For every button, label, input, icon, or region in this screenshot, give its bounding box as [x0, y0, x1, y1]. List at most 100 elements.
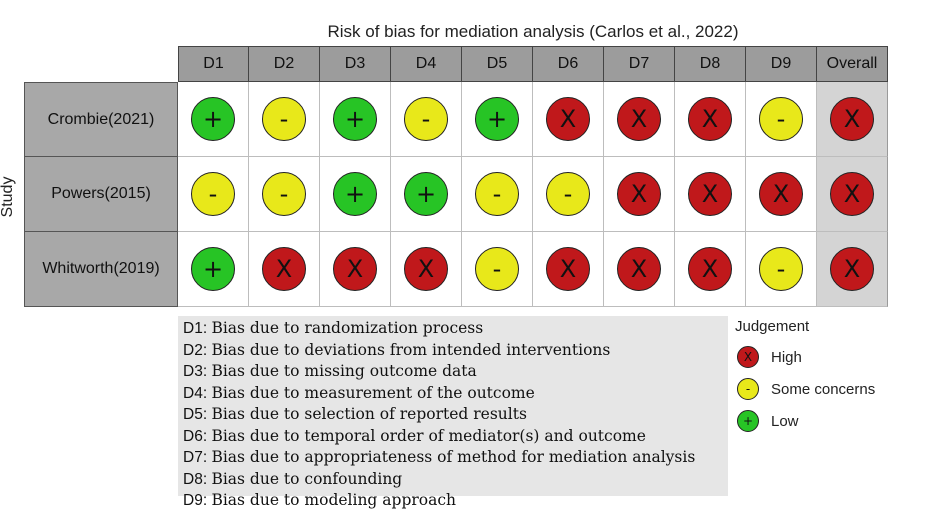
column-header-d9: D9: [746, 46, 817, 82]
legend-label: Some concerns: [771, 380, 876, 398]
grid-cell-whitworth-2019-d3: X: [320, 232, 391, 307]
column-header-row: D1 D2 D3 D4 D5 D6 D7 D8 D9 Overall: [178, 46, 888, 82]
column-header-d6: D6: [533, 46, 604, 82]
grid-row-whitworth-2019: + X X X - X X X - X: [178, 232, 888, 307]
grid-cell-powers-2015-d4: +: [391, 157, 462, 232]
column-header-d7: D7: [604, 46, 675, 82]
grid-cell-powers-2015-d5: -: [462, 157, 533, 232]
judgement-low-mark: +: [191, 247, 235, 291]
definition-separator: :: [202, 341, 212, 359]
grid-cell-whitworth-2019-d2: X: [249, 232, 320, 307]
study-column: Crombie(2021) Powers(2015) Whitworth(2019): [24, 82, 178, 307]
column-header-overall: Overall: [817, 46, 888, 82]
judgement-some-concerns-mark: -: [759, 97, 803, 141]
judgement-high-mark: X: [830, 172, 874, 216]
definition-separator: :: [202, 470, 212, 488]
grid-cell-powers-2015-d2: -: [249, 157, 320, 232]
grid-cell-crombie-2021-d1: +: [178, 82, 249, 157]
legend-title: Judgement: [735, 318, 810, 335]
domain-definitions: D1: Bias due to randomization process D2:…: [183, 318, 695, 512]
judgement-low-mark: +: [475, 97, 519, 141]
grid-cell-powers-2015-overall: X: [817, 157, 888, 232]
grid-cell-whitworth-2019-d1: +: [178, 232, 249, 307]
study-label-powers-2015: Powers(2015): [24, 157, 178, 232]
definition-text: Bias due to temporal order of mediator(s…: [211, 426, 646, 445]
judgement-high-mark: X: [617, 247, 661, 291]
definition-d4: D4: Bias due to measurement of the outco…: [183, 383, 695, 405]
judgement-legend: Judgement X High - Some concerns + Low: [735, 318, 925, 437]
grid-cell-crombie-2021-overall: X: [817, 82, 888, 157]
definition-separator: :: [202, 384, 212, 402]
judgement-some-concerns-mark: -: [404, 97, 448, 141]
definition-d8: D8: Bias due to confounding: [183, 469, 695, 491]
judgement-some-concerns-mark: -: [546, 172, 590, 216]
study-label-whitworth-2019: Whitworth(2019): [24, 232, 178, 307]
grid-cell-crombie-2021-d2: -: [249, 82, 320, 157]
judgement-some-concerns-mark: -: [262, 172, 306, 216]
judgement-some-concerns-mark: -: [191, 172, 235, 216]
definition-d7: D7: Bias due to appropriateness of metho…: [183, 447, 695, 469]
definition-text: Bias due to confounding: [211, 469, 403, 488]
judgement-high-mark: X: [617, 172, 661, 216]
grid-cell-crombie-2021-d4: -: [391, 82, 462, 157]
judgement-high-mark: X: [333, 247, 377, 291]
definition-text: Bias due to appropriateness of method fo…: [211, 448, 696, 466]
grid-cell-crombie-2021-d5: +: [462, 82, 533, 157]
definition-code: D5: [183, 406, 203, 423]
grid-cell-crombie-2021-d3: +: [320, 82, 391, 157]
grid-cell-powers-2015-d3: +: [320, 157, 391, 232]
judgement-high-mark: X: [688, 172, 732, 216]
definition-separator: :: [202, 406, 212, 423]
definition-d2: D2: Bias due to deviations from intended…: [183, 340, 695, 362]
grid-cell-whitworth-2019-d7: X: [604, 232, 675, 307]
judgement-high-mark: X: [546, 247, 590, 291]
judgement-high-mark: X: [688, 247, 732, 291]
definition-code: D2: [183, 341, 203, 359]
grid-row-powers-2015: - - + + - - X X X X: [178, 157, 888, 232]
judgement-high-mark: X: [404, 247, 448, 291]
grid-cell-whitworth-2019-d8: X: [675, 232, 746, 307]
judgement-high-mark: X: [617, 97, 661, 141]
legend-high-mark: X: [737, 346, 759, 368]
legend-low-mark: +: [737, 410, 759, 432]
legend-label: High: [771, 348, 802, 366]
grid-cell-powers-2015-d1: -: [178, 157, 249, 232]
grid-cell-crombie-2021-d8: X: [675, 82, 746, 157]
judgement-grid: + - + - + X X X - X - - + + - - X X X X + X X X - X X X - X: [178, 82, 888, 307]
definition-text: Bias due to measurement of the outcome: [211, 383, 535, 402]
definition-text: Bias due to deviations from intended int…: [211, 340, 611, 359]
legend-label: Low: [771, 412, 799, 430]
column-header-d5: D5: [462, 46, 533, 82]
grid-cell-whitworth-2019-d4: X: [391, 232, 462, 307]
definition-code: D3: [183, 363, 203, 380]
study-label-crombie-2021: Crombie(2021): [24, 82, 178, 157]
definition-separator: :: [202, 449, 212, 466]
column-header-d8: D8: [675, 46, 746, 82]
legend-item-low: + Low: [735, 405, 925, 437]
judgement-low-mark: +: [333, 97, 377, 141]
legend-some-concerns-mark: -: [737, 378, 759, 400]
grid-cell-powers-2015-d6: -: [533, 157, 604, 232]
grid-cell-powers-2015-d8: X: [675, 157, 746, 232]
grid-cell-powers-2015-d7: X: [604, 157, 675, 232]
judgement-high-mark: X: [262, 247, 306, 291]
y-axis-title: Study: [0, 176, 16, 218]
definition-d3: D3: Bias due to missing outcome data: [183, 361, 695, 383]
judgement-low-mark: +: [191, 97, 235, 141]
definition-text: Bias due to randomization process: [211, 319, 484, 337]
legend-item-some-concerns: - Some concerns: [735, 373, 925, 405]
definition-d5: D5: Bias due to selection of reported re…: [183, 404, 695, 426]
definition-code: D4: [183, 384, 203, 402]
judgement-low-mark: +: [404, 172, 448, 216]
column-header-d3: D3: [320, 46, 391, 82]
judgement-some-concerns-mark: -: [262, 97, 306, 141]
grid-cell-whitworth-2019-d6: X: [533, 232, 604, 307]
grid-cell-crombie-2021-d6: X: [533, 82, 604, 157]
definition-d6: D6: Bias due to temporal order of mediat…: [183, 426, 695, 448]
legend-items: X High - Some concerns + Low: [735, 341, 925, 437]
definition-code: D8: [183, 470, 203, 488]
grid-cell-whitworth-2019-d5: -: [462, 232, 533, 307]
definition-separator: :: [202, 320, 212, 337]
definition-code: D6: [183, 427, 203, 445]
definition-separator: :: [202, 427, 212, 445]
